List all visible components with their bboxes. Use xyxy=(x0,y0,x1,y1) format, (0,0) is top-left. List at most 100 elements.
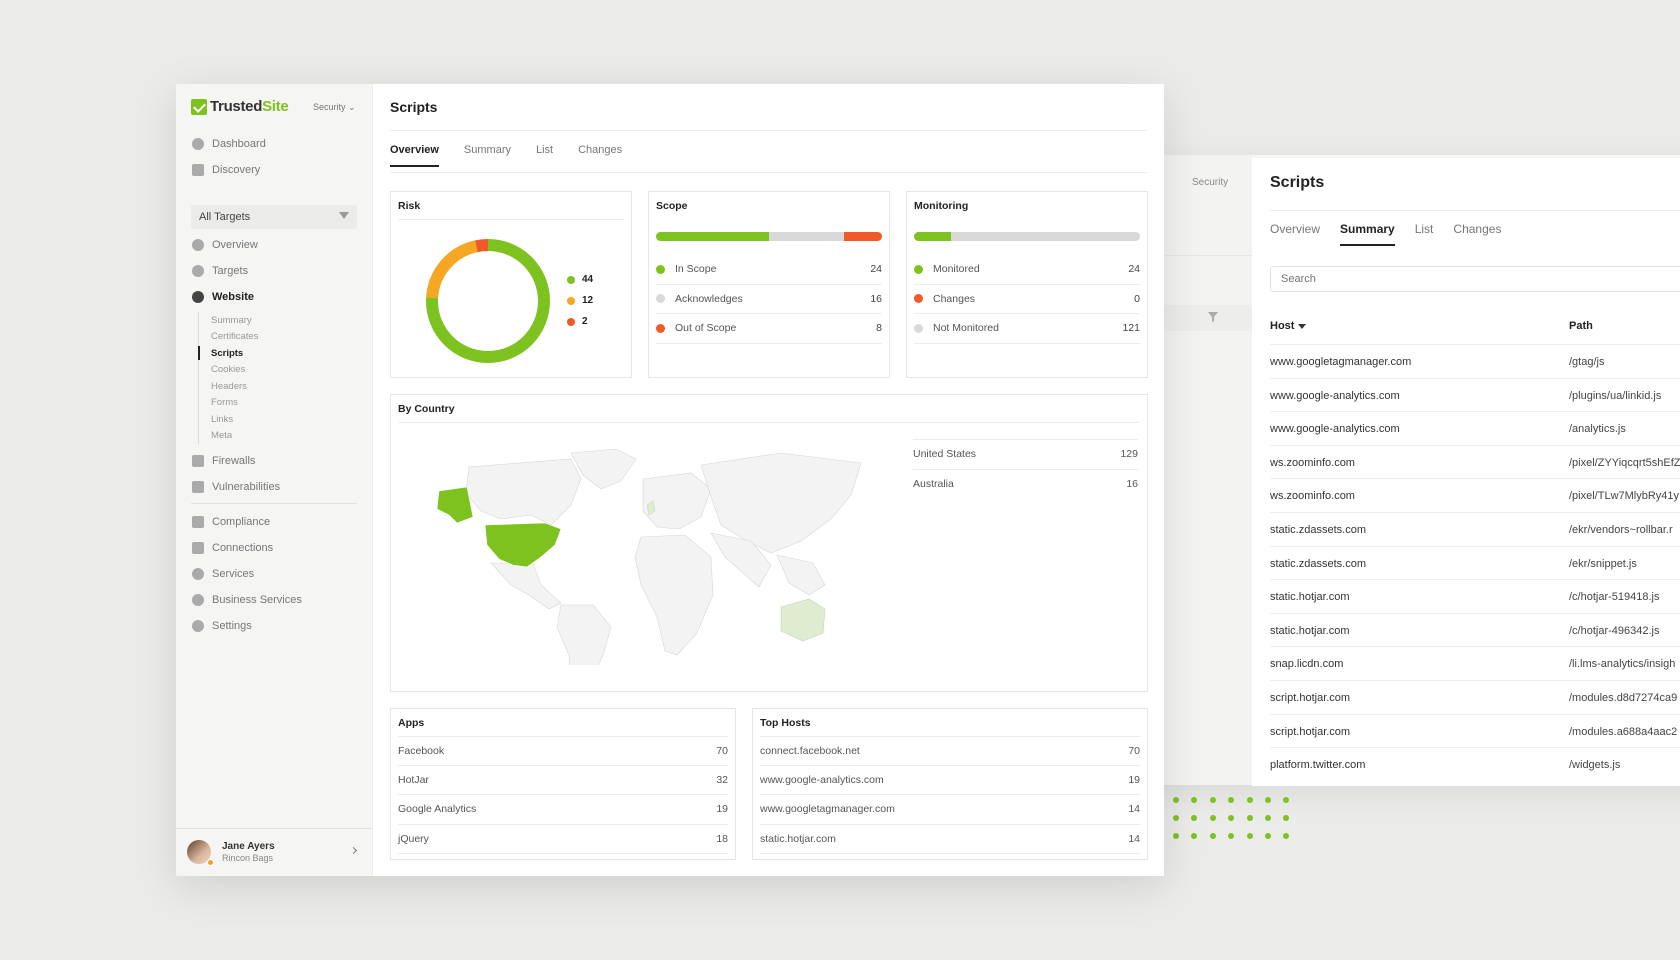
app-row[interactable]: jQuery 18 xyxy=(398,825,728,854)
tab-summary[interactable]: Summary xyxy=(463,144,511,156)
monitoring-row[interactable]: Changes 0 xyxy=(914,285,1140,314)
app-row-value: 70 xyxy=(716,744,728,757)
security-select[interactable]: Security ⌄ xyxy=(313,102,356,112)
table-row[interactable]: www.googletagmanager.com/gtag/js xyxy=(1270,344,1680,378)
sidebar-item-dashboard[interactable]: Dashboard xyxy=(192,135,266,153)
country-name: United States xyxy=(913,448,977,461)
background-sidebar xyxy=(1150,155,1252,785)
decorative-dot xyxy=(1283,797,1290,803)
subnav-item-cookies[interactable]: Cookies xyxy=(211,364,246,376)
sidebar-item-compliance[interactable]: Compliance xyxy=(192,513,270,531)
table-row[interactable]: www.google-analytics.com/analytics.js xyxy=(1270,411,1680,445)
path-cell: /c/hotjar-496342.js xyxy=(1569,624,1660,637)
host-row[interactable]: connect.facebook.net 70 xyxy=(760,736,1140,766)
background-security-select[interactable]: Security xyxy=(1192,177,1229,188)
sidebar: Trusted Site Security ⌄ Dashboard Discove… xyxy=(176,84,373,876)
user-icon xyxy=(192,594,204,606)
card-title: Risk xyxy=(398,200,421,212)
app-row-value: 19 xyxy=(716,803,728,816)
legend-item-green: 44 xyxy=(567,274,593,285)
subnav-item-meta[interactable]: Meta xyxy=(211,430,233,442)
subnav-item-forms[interactable]: Forms xyxy=(211,397,238,409)
column-header-host[interactable]: Host xyxy=(1270,320,1307,332)
table-row[interactable]: www.google-analytics.com/plugins/ua/link… xyxy=(1270,377,1680,412)
host-row[interactable]: www.google-analytics.com 19 xyxy=(760,766,1140,795)
path-cell: /widgets.js xyxy=(1569,759,1621,772)
map-canada xyxy=(465,458,582,526)
scope-row-label: Out of Scope xyxy=(675,322,737,335)
table-row[interactable]: static.hotjar.com/c/hotjar-519418.js xyxy=(1270,579,1680,613)
chevron-right-icon[interactable] xyxy=(349,846,358,855)
tab-list[interactable]: List xyxy=(1414,222,1434,236)
sidebar-item-firewalls[interactable]: Firewalls xyxy=(192,452,255,470)
all-targets-select[interactable]: All Targets xyxy=(191,205,357,229)
subnav-item-links[interactable]: Links xyxy=(211,413,234,425)
host-cell: www.googletagmanager.com xyxy=(1270,356,1412,368)
sidebar-item-targets[interactable]: Targets xyxy=(192,262,248,280)
subnav-item-headers[interactable]: Headers xyxy=(211,380,247,392)
monitoring-row-label: Monitored xyxy=(933,263,980,276)
country-row[interactable]: United States 129 xyxy=(913,439,1138,469)
status-dot xyxy=(656,323,665,333)
scope-row[interactable]: Out of Scope 8 xyxy=(656,314,882,344)
sidebar-item-website[interactable]: Website xyxy=(192,288,254,306)
app-row-label: Facebook xyxy=(398,744,445,757)
table-row[interactable]: ws.zoominfo.com/pixel/ZYYiqcqrt5shEfZ xyxy=(1270,444,1680,479)
map-southeast-asia xyxy=(776,554,826,596)
sidebar-item-connections[interactable]: Connections xyxy=(192,539,273,557)
table-row[interactable]: static.zdassets.com/ekr/vendors~rollbar.… xyxy=(1270,511,1680,546)
filter-icon[interactable] xyxy=(339,212,349,219)
host-row-value: 14 xyxy=(1128,803,1140,816)
app-row[interactable]: Google Analytics 19 xyxy=(398,795,728,825)
subnav-item-scripts[interactable]: Scripts xyxy=(198,345,259,362)
sidebar-item-services[interactable]: Services xyxy=(192,565,254,583)
user-menu[interactable]: Jane Ayers Rincon Bags xyxy=(176,828,373,876)
subnav-item-certificates[interactable]: Certificates xyxy=(211,331,259,343)
column-header-path[interactable]: Path xyxy=(1569,320,1593,332)
host-row[interactable]: www.googletagmanager.com 14 xyxy=(760,795,1140,825)
table-row[interactable]: script.hotjar.com/modules.a688a4aac2 xyxy=(1270,713,1680,748)
tab-summary[interactable]: Summary xyxy=(1340,222,1395,246)
trustedsite-logo[interactable]: Trusted Site xyxy=(191,98,289,115)
decorative-dot xyxy=(1246,797,1253,803)
scope-row[interactable]: Acknowledges 16 xyxy=(656,285,882,314)
table-row[interactable]: platform.twitter.com/widgets.js xyxy=(1270,747,1680,781)
sidebar-item-settings[interactable]: Settings xyxy=(192,617,252,635)
tab-changes[interactable]: Changes xyxy=(578,144,623,156)
decorative-dot xyxy=(1173,797,1179,803)
country-row[interactable]: Australia 16 xyxy=(913,468,1138,499)
divider xyxy=(398,219,624,220)
app-row[interactable]: HotJar 32 xyxy=(398,766,728,795)
table-row[interactable]: ws.zoominfo.com/pixel/TLw7MlybRy41y xyxy=(1270,478,1680,512)
host-row-label: static.hotjar.com xyxy=(760,832,836,845)
monitoring-row-value: 0 xyxy=(1134,292,1140,305)
tab-list[interactable]: List xyxy=(535,144,554,156)
scope-row[interactable]: In Scope 24 xyxy=(656,255,882,285)
monitoring-row[interactable]: Not Monitored 121 xyxy=(914,314,1140,344)
table-row[interactable]: script.hotjar.com/modules.d8d7274ca9 xyxy=(1270,679,1680,714)
table-header: Host Path xyxy=(1270,320,1680,342)
host-row-label: www.google-analytics.com xyxy=(760,773,884,786)
host-row-label: www.googletagmanager.com xyxy=(760,803,895,816)
sidebar-item-business-services[interactable]: Business Services xyxy=(192,591,302,609)
tab-overview[interactable]: Overview xyxy=(390,144,439,167)
table-row[interactable]: static.zdassets.com/ekr/snippet.js xyxy=(1270,545,1680,580)
tab-overview[interactable]: Overview xyxy=(1270,222,1321,236)
app-row[interactable]: Facebook 70 xyxy=(398,736,728,766)
tab-changes[interactable]: Changes xyxy=(1453,222,1502,236)
sidebar-item-vulnerabilities[interactable]: Vulnerabilities xyxy=(192,478,280,496)
decorative-dot xyxy=(1264,815,1271,821)
map-australia xyxy=(780,598,826,642)
sidebar-item-discovery[interactable]: Discovery xyxy=(192,161,260,179)
host-row[interactable]: static.hotjar.com 14 xyxy=(760,825,1140,854)
sidebar-item-overview[interactable]: Overview xyxy=(192,236,258,254)
scope-row-value: 8 xyxy=(876,322,882,335)
monitoring-row[interactable]: Monitored 24 xyxy=(914,255,1140,285)
decorative-dot xyxy=(1228,833,1235,839)
table-row[interactable]: snap.licdn.com/li.lms-analytics/insigh xyxy=(1270,646,1680,680)
search-input[interactable] xyxy=(1270,266,1680,292)
subnav-item-summary[interactable]: Summary xyxy=(211,314,252,326)
background-filter-row xyxy=(1150,305,1252,331)
table-row[interactable]: static.hotjar.com/c/hotjar-496342.js xyxy=(1270,612,1680,647)
gear-icon xyxy=(192,620,204,632)
